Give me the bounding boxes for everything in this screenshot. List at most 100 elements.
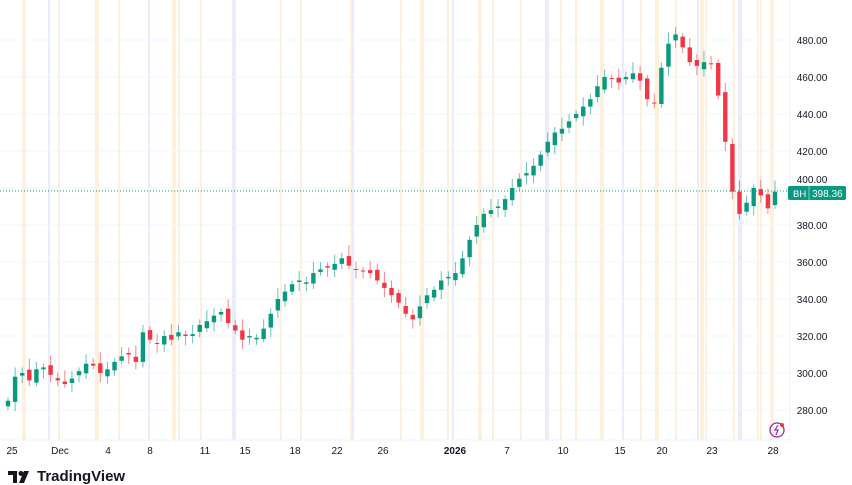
session-stripe <box>352 0 354 440</box>
y-tick-label: 440.00 <box>797 110 828 121</box>
session-stripe <box>733 0 735 440</box>
candle <box>183 330 188 346</box>
candle <box>765 188 771 214</box>
candle <box>27 358 32 386</box>
candle <box>531 158 536 183</box>
session-stripe <box>447 0 449 440</box>
session-stripe <box>58 0 60 440</box>
candle <box>339 252 344 270</box>
candle <box>630 62 636 83</box>
candle <box>502 195 508 218</box>
candle <box>723 82 728 151</box>
candle <box>76 367 82 383</box>
event-lightning-icon[interactable] <box>769 422 785 438</box>
candle <box>119 347 124 365</box>
x-tick-label: 28 <box>767 446 779 457</box>
candle <box>424 287 430 309</box>
candle <box>396 289 401 309</box>
candle <box>41 363 46 379</box>
session-stripe <box>478 0 482 440</box>
x-tick-label: 7 <box>504 446 510 457</box>
session-stripe <box>300 0 302 440</box>
last-price-label: 398.36 <box>812 189 843 200</box>
candle <box>751 184 756 216</box>
candle <box>204 310 210 332</box>
candle <box>69 371 75 393</box>
candle <box>20 367 25 383</box>
candle <box>616 68 621 90</box>
session-stripe <box>172 0 176 440</box>
y-tick-label: 420.00 <box>797 147 828 158</box>
session-stripe <box>452 0 454 440</box>
x-tick-label: 22 <box>331 446 343 457</box>
session-stripe <box>738 0 742 440</box>
x-tick-label: 10 <box>557 446 569 457</box>
candle <box>5 397 11 410</box>
candle <box>154 333 160 353</box>
candle <box>91 358 96 370</box>
session-stripe <box>492 0 494 440</box>
candle <box>147 326 153 344</box>
y-tick-label: 300.00 <box>797 369 828 380</box>
candle <box>190 324 195 344</box>
candle <box>176 324 181 341</box>
session-stripe <box>760 0 762 440</box>
session-stripe <box>560 0 562 440</box>
candle <box>289 280 295 296</box>
candle <box>488 199 494 218</box>
candlestick-chart[interactable]: 480.00 460.00 440.00 420.00 400.00 380.00 360.… <box>0 0 852 465</box>
session-stripe <box>622 0 624 440</box>
candle <box>162 330 167 352</box>
candle <box>403 296 408 318</box>
candle <box>261 319 266 343</box>
y-tick-label: 340.00 <box>797 295 828 306</box>
candle <box>325 262 330 277</box>
candle <box>495 199 501 218</box>
candle <box>367 260 373 279</box>
y-tick-label: 480.00 <box>797 36 828 47</box>
candle <box>382 271 387 298</box>
candle <box>240 319 245 349</box>
session-stripe <box>232 0 236 440</box>
session-stripe <box>178 0 180 440</box>
candle <box>517 173 522 191</box>
session-stripe <box>200 0 202 440</box>
session-stripe <box>420 0 424 440</box>
session-stripe <box>675 0 677 440</box>
session-stripe <box>770 0 774 440</box>
candle <box>83 354 89 379</box>
candle <box>453 262 458 286</box>
candle <box>247 328 252 345</box>
candle <box>715 59 721 100</box>
x-tick-label: 18 <box>289 446 301 457</box>
candle <box>460 250 465 278</box>
candle <box>311 262 316 290</box>
candle <box>687 38 692 66</box>
x-tick-label: 4 <box>105 446 111 457</box>
candle <box>467 236 472 267</box>
candle <box>439 271 444 299</box>
candle <box>62 370 68 388</box>
x-tick-label: 26 <box>377 446 389 457</box>
candle <box>12 367 18 412</box>
x-tick-label: 23 <box>706 446 718 457</box>
candle <box>225 299 231 329</box>
candle <box>566 114 572 134</box>
candle <box>708 55 714 70</box>
candle <box>659 62 664 108</box>
session-stripe <box>280 0 282 440</box>
candle <box>474 215 479 244</box>
candle <box>602 69 607 94</box>
candle <box>701 51 707 77</box>
candle <box>34 361 39 387</box>
y-tick-label: 400.00 <box>797 175 828 186</box>
candle <box>197 319 202 338</box>
candle <box>481 208 487 233</box>
y-tick-label: 280.00 <box>797 406 828 417</box>
candle <box>218 308 224 322</box>
y-tick-label: 320.00 <box>797 332 828 343</box>
session-stripe <box>400 0 402 440</box>
candle <box>268 308 273 337</box>
candle <box>595 75 600 103</box>
session-stripe <box>655 0 659 440</box>
